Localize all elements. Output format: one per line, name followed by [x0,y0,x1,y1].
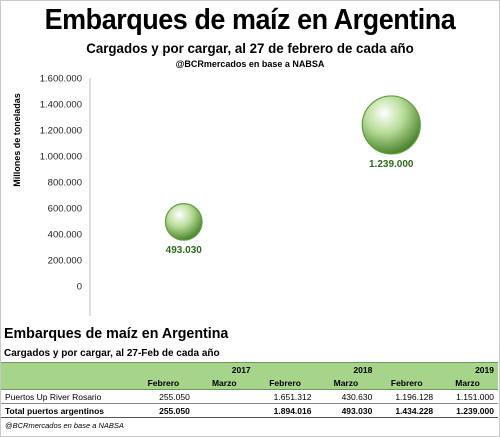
chart-subtitle: Cargados y por cargar, al 27 de febrero … [86,40,414,56]
row-label: Total puertos argentinos [1,403,133,418]
chart-credit: @BCRmercados en base a NABSA [175,59,325,69]
table-cell: 1.894.016 [254,403,316,418]
y-tick-label: 1.400.000 [40,100,82,111]
table-cell [193,403,255,418]
year-2019-header: 2019 [376,362,498,376]
table-subtitle: Cargados y por cargar, al 27-Feb de cada… [4,348,220,359]
month-header: Marzo [193,376,255,390]
table-footnote-row: @BCRmercados en base a NABSA [1,418,498,433]
table-cell: 430.630 [341,391,373,402]
month-header: Febrero [133,376,194,390]
table-row: Puertos Up River Rosario 255.050 1.651.3… [1,390,498,404]
table-row: Total puertos argentinos 255.050 1.894.0… [1,403,498,418]
bubble-chart: 0 200.000 400.000 600.000 800.000 1.000.000 1.… [40,74,421,316]
y-tick-label: 0 [77,282,82,293]
year-2018-header: 2018 [254,362,377,376]
table-year-header-row: 2017 2018 2019 [1,362,498,376]
bubble-point [164,203,203,241]
table-cell: 493.030 [315,403,377,418]
table-corner-cell [1,376,133,390]
table-cell: 1.434.228 [376,403,438,418]
data-table: 2017 2018 2019 Febrero Marzo Febrero Mar… [1,362,498,432]
y-tick-label: 1.200.000 [40,126,82,137]
y-tick-label: 600.000 [48,204,82,215]
month-header: Febrero [376,376,438,390]
table-title: Embarques de maíz en Argentina [4,325,229,342]
month-header: Marzo [315,376,377,390]
table-cell: 1.651.312 [273,391,312,402]
y-tick-label: 400.000 [48,230,82,241]
table-cell [194,390,255,404]
row-label: Puertos Up River Rosario [5,391,102,402]
y-axis: 0 200.000 400.000 600.000 800.000 1.000.000 1.… [40,74,91,316]
y-tick-label: 1.000.000 [40,152,82,163]
y-tick-label: 800.000 [48,178,82,189]
chart-title: Embarques de maíz en Argentina [44,4,456,36]
data-label: 493.030 [166,245,203,256]
table-cell: 1.196.128 [395,391,434,402]
table-month-header-row: Febrero Marzo Febrero Marzo Febrero Marz… [1,376,498,390]
bubble-point [361,95,421,155]
table-cell: 255.050 [133,403,194,418]
table-cell: 1.151.000 [456,391,494,402]
table-cell: 255.050 [159,391,190,402]
month-header: Marzo [437,376,498,390]
month-header: Febrero [254,376,316,390]
data-label: 1.239.000 [369,159,414,170]
table-cell: 1.239.000 [437,403,498,418]
table-corner-cell [1,362,133,376]
table-footnote: @BCRmercados en base a NABSA [5,421,124,430]
year-2017-header: 2017 [133,362,255,376]
bubble-series: 493.030 1.239.000 [164,95,421,256]
y-tick-label: 1.600.000 [40,74,82,85]
y-tick-label: 200.000 [48,256,82,267]
